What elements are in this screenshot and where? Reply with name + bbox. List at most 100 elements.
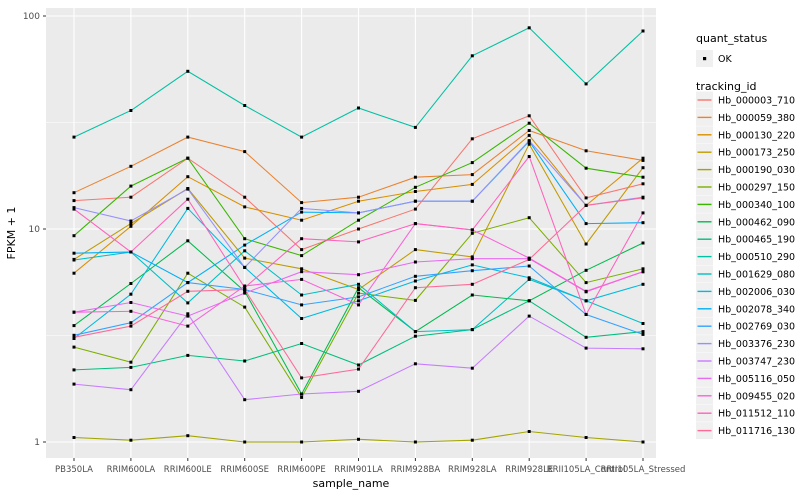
data-point	[300, 218, 304, 222]
data-point	[243, 359, 247, 363]
data-point	[357, 199, 360, 203]
data-point	[470, 328, 474, 332]
y-tick-label: 10	[29, 225, 41, 235]
data-point	[470, 282, 474, 286]
data-point	[413, 185, 417, 189]
data-point	[129, 224, 133, 228]
data-point	[72, 234, 76, 238]
data-point	[300, 392, 304, 396]
legend-item-Hb_002769_030	[696, 317, 713, 335]
data-point	[641, 196, 645, 200]
legend-label: Hb_001629_080	[718, 270, 795, 281]
data-point	[413, 222, 417, 226]
data-point	[186, 156, 190, 160]
legend-item-Hb_000462_090	[696, 213, 713, 231]
legend-item-Hb_000340_100	[696, 195, 713, 213]
data-point	[357, 295, 360, 299]
data-point	[129, 301, 133, 304]
data-point	[584, 289, 588, 293]
legend-label-ok: OK	[718, 54, 732, 65]
data-point	[186, 197, 190, 201]
data-point	[72, 333, 76, 337]
data-point	[186, 135, 190, 139]
data-point	[129, 222, 133, 226]
data-point	[470, 366, 474, 370]
legend-item-Hb_011716_130	[696, 422, 713, 440]
legend-item-Hb_000173_250	[696, 143, 713, 161]
data-point	[186, 239, 190, 243]
legend-item-Hb_001629_080	[696, 265, 713, 283]
data-point	[641, 175, 645, 179]
data-point	[413, 286, 417, 290]
data-point	[243, 205, 247, 209]
data-point	[300, 317, 304, 320]
data-point	[300, 270, 304, 274]
data-point	[129, 164, 133, 168]
legend-label: Hb_003376_230	[718, 339, 795, 350]
data-point	[470, 137, 474, 141]
data-point	[186, 314, 190, 318]
data-point	[413, 207, 417, 211]
data-point	[527, 133, 531, 137]
data-point	[584, 346, 588, 350]
data-point	[129, 282, 133, 285]
data-point	[186, 434, 190, 438]
data-point	[527, 139, 531, 143]
data-point	[470, 231, 474, 235]
data-point	[527, 142, 531, 146]
data-point	[300, 254, 304, 258]
data-point	[186, 324, 190, 328]
data-point	[357, 303, 360, 307]
data-point	[527, 121, 531, 125]
legend-item-Hb_000059_380	[696, 108, 713, 126]
legend-label: Hb_003747_230	[718, 357, 795, 368]
data-point	[129, 388, 133, 392]
data-point	[300, 277, 304, 281]
data-point	[129, 324, 133, 328]
data-point	[527, 129, 531, 132]
data-point	[300, 206, 304, 210]
data-point	[584, 281, 588, 285]
data-point	[186, 271, 190, 275]
data-point	[413, 298, 417, 302]
data-point	[72, 199, 76, 203]
data-point	[72, 382, 76, 386]
data-point	[527, 314, 531, 318]
data-point	[527, 264, 531, 268]
legend-item-Hb_005116_050	[696, 369, 713, 387]
data-point	[641, 347, 645, 351]
legend-label: Hb_000173_250	[718, 148, 795, 159]
data-point	[72, 335, 76, 339]
data-point	[527, 277, 531, 281]
data-point	[243, 150, 247, 154]
data-point	[413, 260, 417, 264]
data-point	[357, 218, 360, 222]
legend-item-Hb_011512_110	[696, 404, 713, 422]
data-point	[357, 291, 360, 295]
data-point	[243, 256, 247, 260]
x-tick-label: RRIM600SE	[220, 465, 269, 475]
legend-item-Hb_003747_230	[696, 352, 713, 370]
y-tick-label: 100	[23, 12, 40, 22]
data-point	[413, 330, 417, 334]
data-point	[129, 292, 133, 296]
data-point	[72, 207, 76, 211]
data-point	[186, 353, 190, 357]
data-point	[470, 263, 474, 267]
data-point	[186, 301, 190, 305]
data-point	[641, 241, 645, 245]
data-point	[357, 282, 360, 286]
data-point	[357, 437, 360, 441]
data-point	[129, 109, 133, 112]
legend-label: Hb_000510_290	[718, 252, 795, 263]
data-point	[243, 286, 247, 290]
data-point	[129, 219, 133, 223]
legend-item-Hb_000510_290	[696, 248, 713, 266]
data-point	[413, 362, 417, 366]
data-point	[470, 199, 474, 203]
data-point	[72, 324, 76, 328]
data-point	[243, 104, 247, 107]
data-point	[72, 345, 76, 349]
data-point	[72, 191, 76, 195]
